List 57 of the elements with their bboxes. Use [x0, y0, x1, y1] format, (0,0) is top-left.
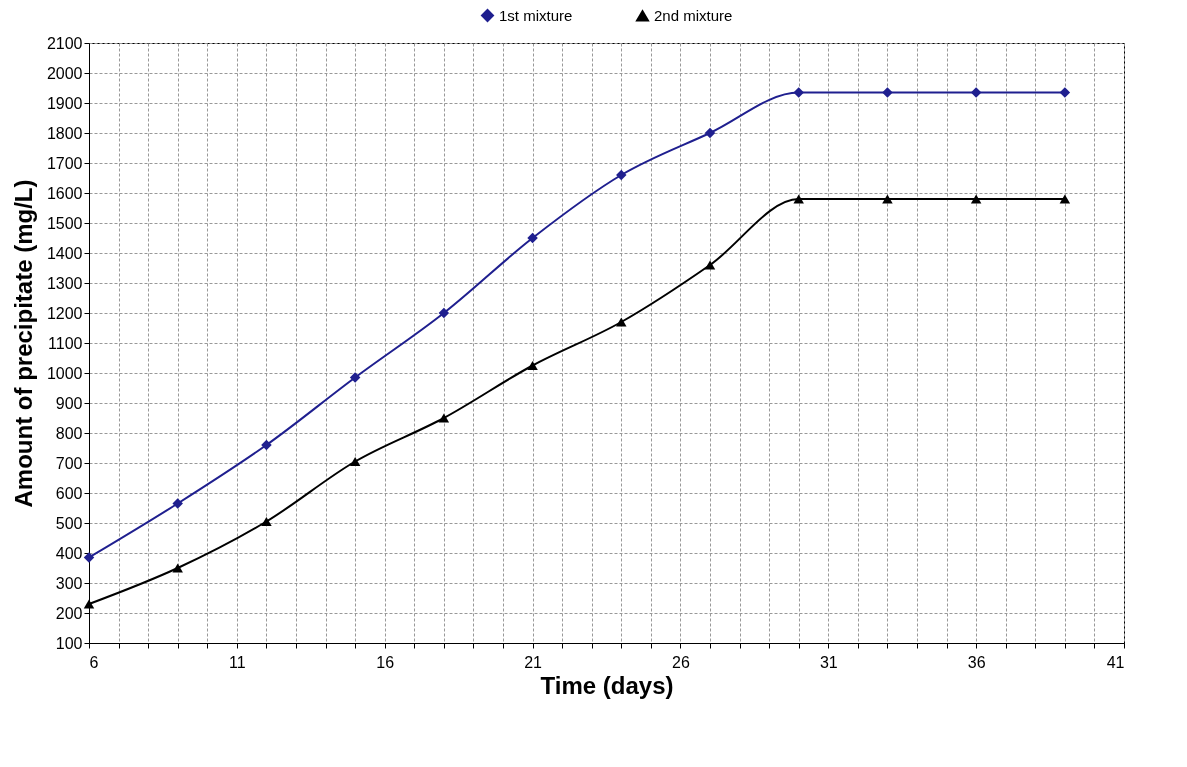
point — [616, 317, 627, 327]
x-tick-label: 21 — [524, 653, 543, 671]
point — [704, 260, 716, 270]
legend-label: 1st mixture — [499, 6, 573, 24]
x-tick-label: 16 — [376, 653, 395, 671]
y-tick-label: 1900 — [46, 94, 83, 112]
y-tick-label: 1500 — [46, 214, 83, 232]
y-tick-label: 2100 — [46, 34, 83, 52]
y-tick-label: 600 — [55, 484, 83, 502]
x-tick-label: 26 — [672, 653, 690, 671]
point — [793, 87, 804, 98]
point — [1059, 87, 1071, 98]
y-tick-label: 100 — [55, 634, 83, 652]
y-tick-label: 1700 — [46, 154, 83, 172]
y-tick-label: 1600 — [46, 184, 83, 202]
x-tick-label: 11 — [229, 653, 246, 671]
y-tick-label: 700 — [55, 454, 83, 472]
y-tick-label: 800 — [55, 424, 83, 442]
point — [616, 169, 627, 181]
x-axis-title: Time (days) — [540, 671, 674, 699]
y-tick-label: 1400 — [46, 244, 83, 262]
y-tick-label: 2000 — [46, 64, 83, 82]
y-tick-label: 1300 — [46, 274, 83, 292]
point — [1059, 194, 1071, 204]
x-tick-label: 31 — [819, 653, 838, 671]
y-axis-title: Amount of precipitate (mg/L) — [9, 179, 37, 508]
point — [882, 87, 893, 98]
point — [793, 194, 804, 204]
y-tick-label: 1100 — [48, 334, 83, 352]
x-tick-label: 6 — [89, 653, 99, 671]
point — [527, 232, 538, 244]
point — [882, 194, 893, 204]
x-tick-label: 36 — [967, 653, 986, 671]
point — [83, 599, 95, 609]
point — [349, 456, 361, 467]
point — [172, 563, 183, 573]
y-tick-label: 200 — [55, 604, 83, 622]
point — [438, 413, 450, 423]
x-tick-label: 41 — [1106, 653, 1125, 671]
point — [704, 127, 716, 139]
y-tick-label: 1200 — [46, 304, 83, 322]
y-tick-label: 500 — [55, 514, 83, 532]
point — [172, 498, 183, 509]
y-tick-label: 400 — [55, 544, 83, 562]
y-tick-label: 1800 — [46, 124, 83, 142]
y-tick-label: 300 — [55, 574, 83, 592]
point — [970, 87, 982, 98]
point — [527, 360, 538, 371]
y-tick-label: 1000 — [46, 364, 83, 382]
point — [438, 307, 450, 319]
point — [261, 516, 272, 527]
point — [970, 194, 982, 204]
y-tick-label: 900 — [55, 394, 83, 412]
point — [83, 552, 95, 563]
legend-label: 2nd mixture — [654, 6, 733, 24]
point — [349, 372, 361, 383]
point — [261, 439, 272, 451]
